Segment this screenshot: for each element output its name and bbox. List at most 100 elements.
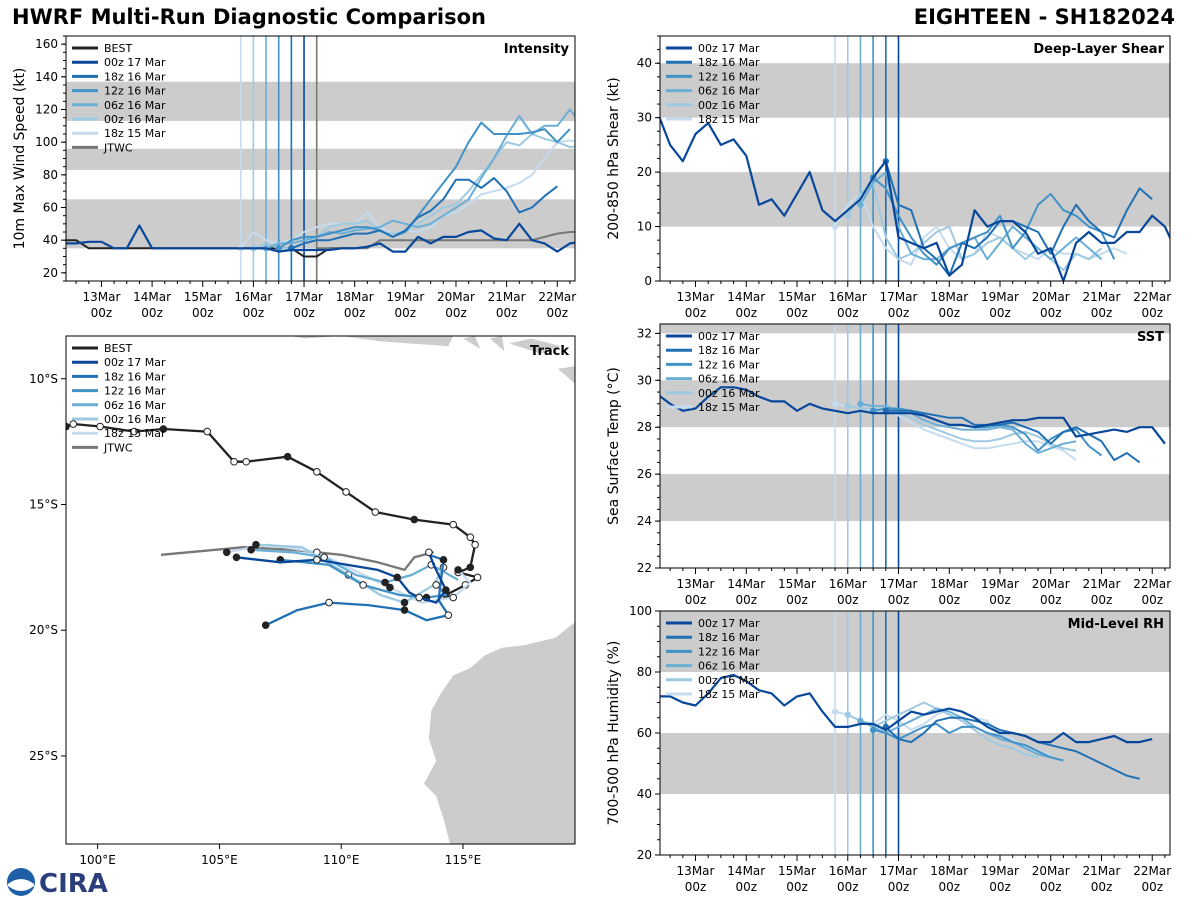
shear-y-tick-label: 30 (637, 111, 652, 125)
track-marker-00z-17-mar (442, 586, 450, 594)
sst-panel-title: SST (1137, 330, 1164, 345)
track-marker-18z-16-mar (444, 611, 453, 619)
intensity-x-tick-label-day: 21Mar (488, 290, 526, 304)
intensity-x-tick-label-day: 17Mar (285, 290, 323, 304)
sst-y-tick-label: 22 (637, 561, 652, 575)
intensity-y-tick-label: 120 (35, 103, 58, 117)
shear-series-18z-16-mar (884, 160, 1153, 277)
rh-x-tick-label-day: 21Mar (1083, 864, 1121, 878)
sst-x-tick-label-day: 15Mar (778, 577, 816, 591)
rh-x-tick-label-hour: 00z (1091, 880, 1113, 894)
intensity-x-tick-label-day: 20Mar (437, 290, 475, 304)
intensity-y-tick-label: 160 (35, 37, 58, 51)
island-landmass-2 (509, 338, 561, 354)
track-marker-18z-15-mar (222, 548, 231, 557)
intensity-band-1 (66, 148, 575, 170)
intensity-x-tick-label-day: 14Mar (133, 290, 171, 304)
cira-logo: CIRA (7, 868, 108, 898)
intensity-legend-label: 18z 16 Mar (104, 70, 166, 83)
sst-init-point-00z-16-mar (844, 402, 851, 410)
track-y-tick-label: 25°S (29, 749, 58, 763)
intensity-x-tick-label-hour: 00z (192, 306, 214, 320)
sst-x-tick-label-hour: 00z (1141, 593, 1163, 607)
track-legend-label: 12z 16 Mar (104, 385, 166, 398)
sst-x-tick-label-hour: 00z (837, 593, 859, 607)
track-marker-best (130, 427, 138, 436)
intensity-y-tick-label: 80 (43, 168, 58, 182)
shear-panel-title: Deep-Layer Shear (1033, 42, 1164, 57)
sst-chart: 13Mar 00z 14Mar 00z 15Mar 00z 16Mar 00z 17Mar 00z… (606, 323, 1171, 607)
shear-legend-label: 18z 15 Mar (698, 113, 760, 126)
track-line-12z-16-mar (280, 558, 448, 599)
intensity-init-point-12z-16-mar (275, 245, 282, 252)
noaa-wave-icon (8, 879, 34, 891)
rh-legend-label: 00z 16 Mar (698, 674, 760, 687)
shear-x-tick-label-hour: 00z (1091, 306, 1113, 320)
shear-legend-label: 18z 16 Mar (698, 56, 760, 69)
rh-x-tick-label-hour: 00z (888, 880, 910, 894)
shear-series-00z-17-mar (660, 115, 1170, 281)
track-marker-06z-16-mar (381, 578, 389, 587)
intensity-series-18z-15-mar (239, 139, 575, 249)
intensity-y-tick-label: 60 (43, 201, 58, 215)
rh-x-tick-label-hour: 00z (1141, 880, 1163, 894)
track-legend-label: 00z 17 Mar (104, 356, 166, 369)
rh-x-tick-label-day: 22Mar (1133, 864, 1171, 878)
track-legend-label: 00z 16 Mar (104, 413, 166, 426)
shear-x-tick-label-day: 21Mar (1083, 290, 1121, 304)
track-marker-best (313, 468, 321, 476)
island-landmass-0 (463, 336, 480, 349)
track-marker-best (410, 515, 419, 524)
rh-x-tick-label-hour: 00z (1040, 880, 1062, 894)
sst-legend-label: 06z 16 Mar (698, 373, 760, 386)
sst-x-tick-label-hour: 00z (786, 593, 808, 607)
sst-x-tick-label-hour: 00z (938, 593, 960, 607)
rh-x-tick-label-day: 17Mar (880, 864, 918, 878)
intensity-x-tick-label-day: 15Mar (184, 290, 222, 304)
track-marker-best (449, 520, 458, 529)
rh-x-tick-label-day: 19Mar (981, 864, 1019, 878)
rh-legend-label: 12z 16 Mar (698, 645, 760, 658)
rh-y-axis-label: 700-500 hPa Humidity (%) (606, 641, 622, 826)
intensity-x-tick-label-day: 22Mar (538, 290, 576, 304)
intensity-x-tick-label-hour: 00z (293, 306, 315, 320)
rh-band-0 (660, 733, 1170, 794)
sst-x-tick-label-day: 17Mar (880, 577, 918, 591)
rh-x-tick-label-hour: 00z (685, 880, 707, 894)
rh-band-1 (660, 611, 1170, 672)
intensity-legend-label: 06z 16 Mar (104, 99, 166, 112)
track-map: 100°E 105°E 110°E 115°E 10°S 15°S 20°S 25°S Trac… (29, 335, 576, 867)
shear-x-tick-label-hour: 00z (1040, 306, 1062, 320)
sst-x-tick-label-hour: 00z (1040, 593, 1062, 607)
rh-init-point-00z-16-mar (844, 711, 851, 718)
track-marker-00z-17-mar (393, 573, 402, 582)
intensity-band-2 (66, 81, 575, 121)
shear-x-tick-label-hour: 00z (989, 306, 1011, 320)
rh-panel-title: Mid-Level RH (1068, 617, 1164, 632)
rh-init-point-00z-17-mar (642, 712, 648, 718)
australia-landmass (424, 622, 575, 844)
rh-x-tick-label-day: 16Mar (829, 864, 867, 878)
sst-y-tick-label: 30 (637, 373, 652, 387)
intensity-y-axis-label: 10m Max Wind Speed (kt) (12, 68, 28, 250)
sst-x-tick-label-hour: 00z (888, 593, 910, 607)
rh-series-00z-16-mar (847, 701, 1039, 759)
sst-x-tick-label-day: 14Mar (727, 577, 765, 591)
rh-legend-label: 18z 16 Mar (698, 631, 760, 644)
track-marker-best (466, 563, 475, 572)
intensity-x-tick-label-hour: 00z (91, 306, 113, 320)
track-marker-best (471, 540, 479, 549)
track-marker-18z-15-mar (449, 593, 458, 602)
track-legend-label: 18z 15 Mar (104, 427, 166, 440)
java-landmass (290, 336, 454, 347)
rh-series-00z-17-mar (660, 673, 1153, 744)
track-marker-best (371, 508, 380, 516)
rh-init-point-18z-15-mar (831, 708, 839, 715)
track-marker-12z-16-mar (359, 581, 367, 589)
track-marker-18z-16-mar (325, 598, 333, 607)
intensity-legend-label: JTWC (103, 141, 133, 154)
shear-x-tick-label-day: 19Mar (981, 290, 1019, 304)
intensity-y-tick-label: 140 (35, 70, 58, 84)
shear-y-tick-label: 10 (637, 220, 652, 234)
rh-legend-label: 06z 16 Mar (698, 660, 760, 673)
